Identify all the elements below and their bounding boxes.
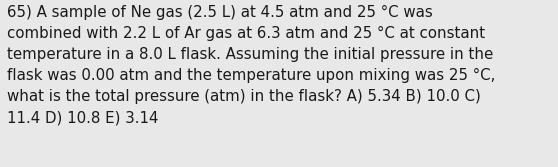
Text: 65) A sample of Ne gas (2.5 L) at 4.5 atm and 25 °C was
combined with 2.2 L of A: 65) A sample of Ne gas (2.5 L) at 4.5 at… [7, 5, 496, 125]
